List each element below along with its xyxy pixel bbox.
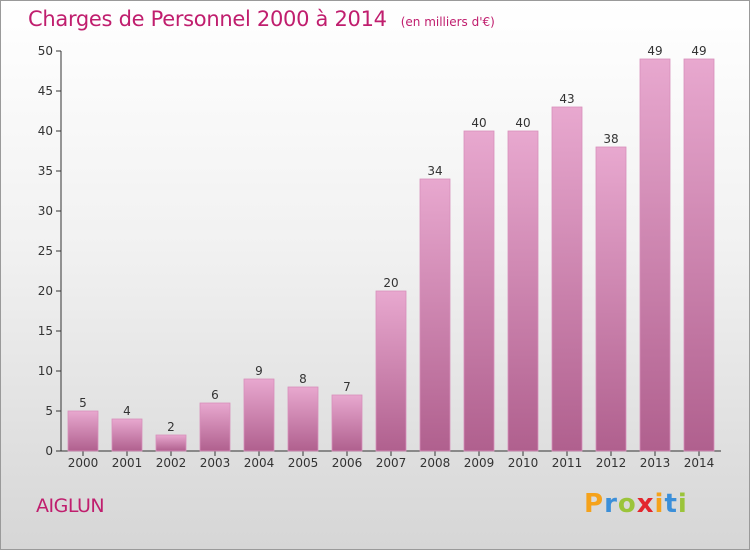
bar — [419, 178, 451, 452]
data-label: 40 — [471, 116, 486, 130]
y-tick-label: 30 — [38, 204, 53, 218]
title-row: Charges de Personnel 2000 à 2014 (en mill… — [28, 7, 495, 31]
bar — [463, 130, 495, 452]
x-tick-label: 2013 — [640, 456, 671, 470]
proxiti-logo: Proxiti — [584, 489, 688, 519]
x-tick-label: 2002 — [156, 456, 187, 470]
data-label: 5 — [79, 396, 87, 410]
y-tick-label: 35 — [38, 164, 53, 178]
x-tick-label: 2005 — [288, 456, 319, 470]
x-tick-label: 2007 — [376, 456, 407, 470]
x-tick-label: 2010 — [508, 456, 539, 470]
bar — [551, 106, 583, 452]
y-tick-label: 5 — [45, 404, 53, 418]
x-tick-label: 2006 — [332, 456, 363, 470]
logo-letter: t — [664, 489, 678, 519]
data-label: 2 — [167, 420, 175, 434]
bar — [155, 434, 187, 452]
x-tick-label: 2012 — [596, 456, 627, 470]
logo-letter: i — [654, 489, 665, 519]
bar — [595, 146, 627, 452]
bar — [639, 58, 671, 452]
x-tick-label: 2000 — [68, 456, 99, 470]
y-tick-label: 25 — [38, 244, 53, 258]
bar — [111, 418, 143, 452]
bar — [243, 378, 275, 452]
x-tick-label: 2011 — [552, 456, 583, 470]
logo-letter: i — [677, 489, 688, 519]
y-tick-label: 20 — [38, 284, 53, 298]
data-label: 34 — [427, 164, 442, 178]
bar — [683, 58, 715, 452]
data-label: 6 — [211, 388, 219, 402]
y-tick-label: 45 — [38, 84, 53, 98]
data-label: 49 — [691, 44, 706, 58]
data-label: 7 — [343, 380, 351, 394]
data-label: 20 — [383, 276, 398, 290]
bar — [331, 394, 363, 452]
data-label: 8 — [299, 372, 307, 386]
data-label: 4 — [123, 404, 131, 418]
chart-title: Charges de Personnel 2000 à 2014 — [28, 7, 387, 31]
logo-letter: o — [617, 489, 637, 519]
bars — [67, 58, 715, 452]
logo-letter: x — [636, 489, 655, 519]
y-tick-label: 50 — [38, 44, 53, 58]
y-tick-label: 40 — [38, 124, 53, 138]
chart-subtitle: (en milliers d'€) — [400, 15, 495, 29]
x-tick-label: 2004 — [244, 456, 275, 470]
x-tick-label: 2001 — [112, 456, 143, 470]
x-tick-label: 2014 — [684, 456, 715, 470]
x-tick-label: 2008 — [420, 456, 451, 470]
commune-name: AIGLUN — [36, 495, 105, 517]
x-tick-label: 2009 — [464, 456, 495, 470]
bar — [287, 386, 319, 452]
bar — [507, 130, 539, 452]
x-tick-label: 2003 — [200, 456, 231, 470]
data-label: 9 — [255, 364, 263, 378]
data-label: 49 — [647, 44, 662, 58]
y-tick-label: 0 — [45, 444, 53, 458]
bar — [375, 290, 407, 452]
logo-letter: r — [604, 489, 618, 519]
y-tick-label: 10 — [38, 364, 53, 378]
bar — [67, 410, 99, 452]
data-label: 43 — [559, 92, 574, 106]
data-labels: 5 4 2 6 9 8 7 20 34 40 40 43 38 49 49 — [79, 44, 706, 434]
bar — [199, 402, 231, 452]
data-label: 38 — [603, 132, 618, 146]
logo-letter: P — [584, 489, 605, 519]
y-tick-label: 15 — [38, 324, 53, 338]
data-label: 40 — [515, 116, 530, 130]
